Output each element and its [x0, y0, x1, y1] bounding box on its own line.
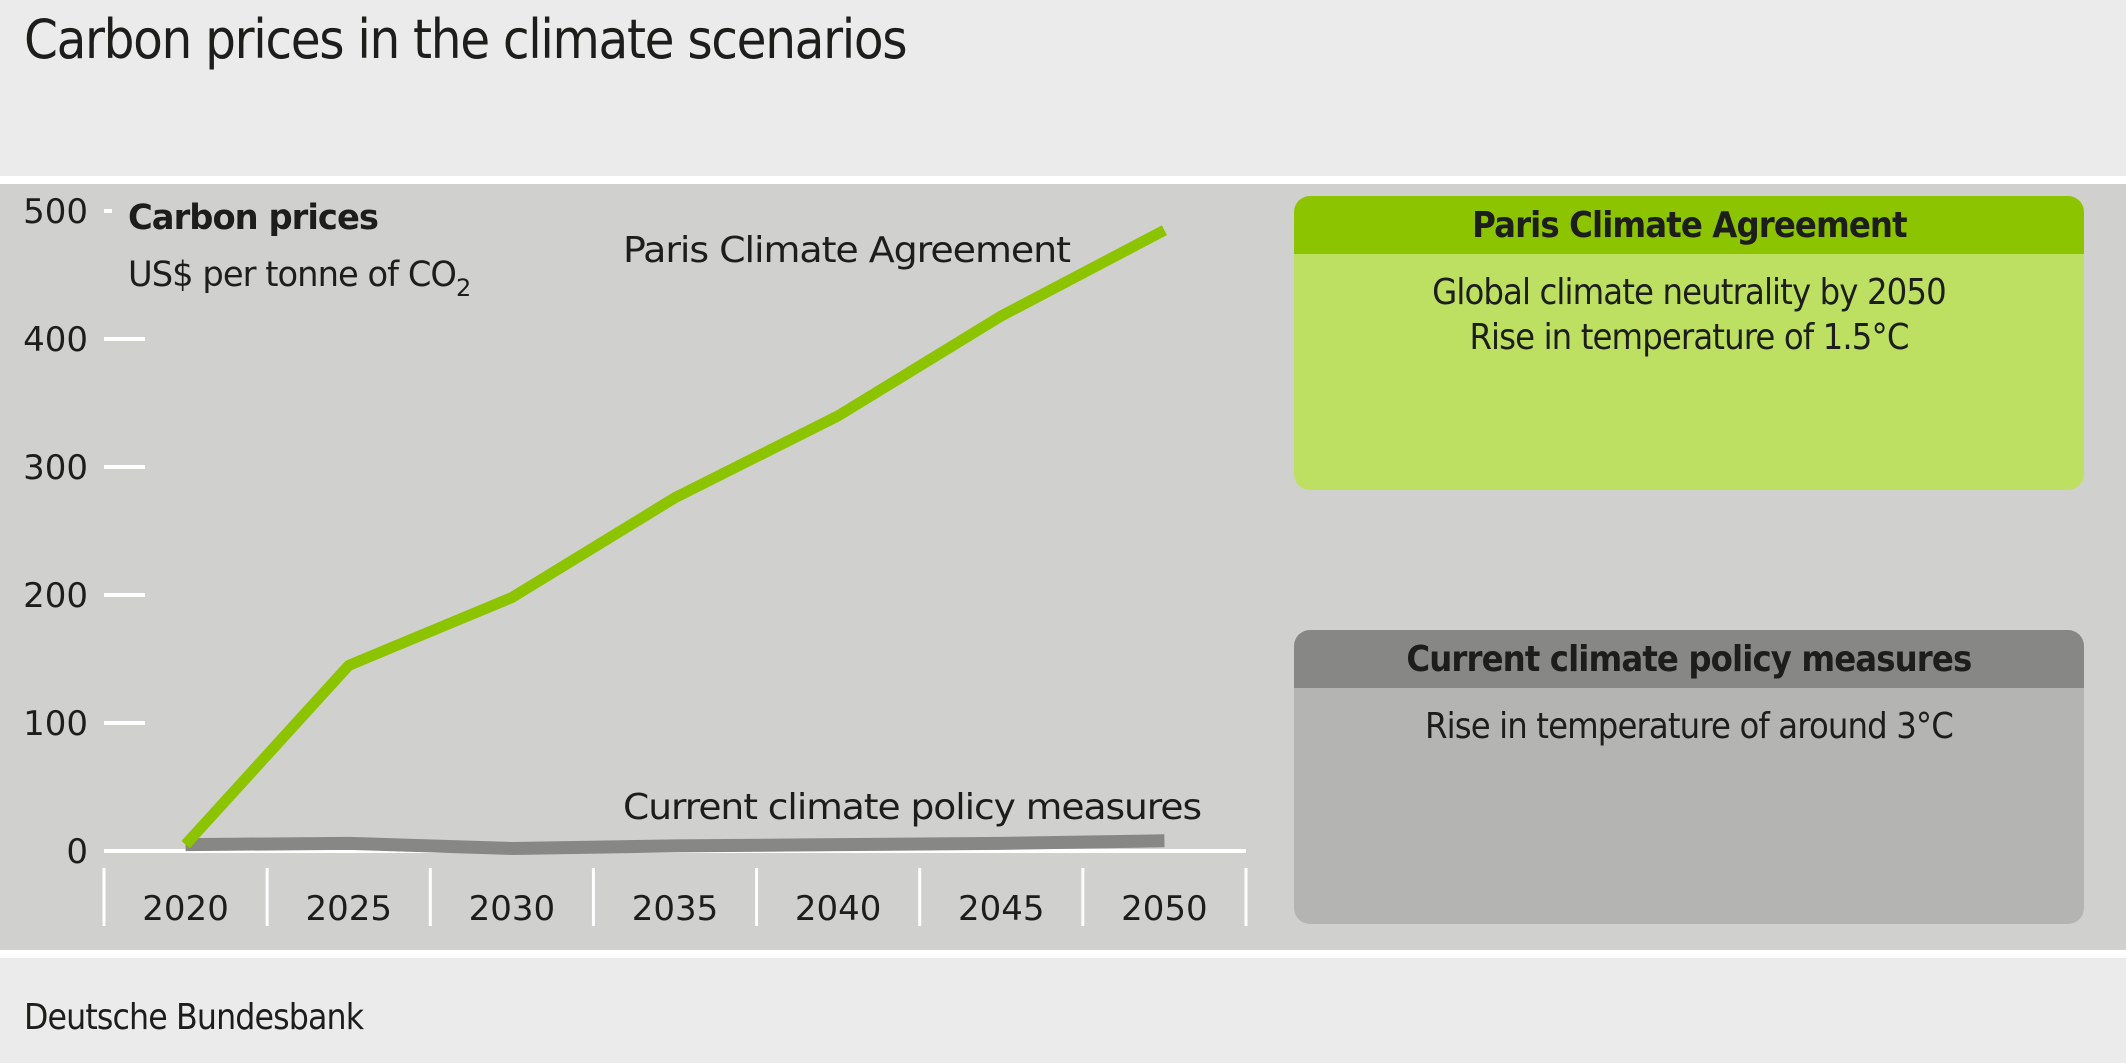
current-policy-line [185, 834, 1165, 855]
y-axis-unit: US$ per tonne of CO2 [128, 255, 470, 302]
chart-labels: Carbon prices US$ per tonne of CO2 Paris… [128, 198, 1202, 828]
paris-box-line-2: Rise in temperature of 1.5°C [1469, 317, 1909, 358]
source-label: Deutsche Bundesbank [24, 997, 364, 1038]
paris-box-line-1: Global climate neutrality by 2050 [1432, 272, 1947, 313]
y-tick-label: 300 [23, 448, 88, 488]
x-tick-label: 2035 [632, 889, 719, 929]
y-axis: 0 100 200 300 400 500 [23, 192, 145, 872]
x-axis: 2020 2025 2030 2035 2040 2045 2050 [102, 849, 1248, 929]
x-tick-label: 2020 [142, 889, 229, 929]
paris-box-body: Global climate neutrality by 2050 Rise i… [1294, 254, 2084, 490]
current-policy-box: Current climate policy measures Rise in … [1294, 630, 2084, 924]
x-tick-label: 2045 [958, 889, 1045, 929]
paris-box-header: Paris Climate Agreement [1294, 196, 2084, 254]
current-box-header: Current climate policy measures [1294, 630, 2084, 688]
y-tick-label: 500 [23, 192, 88, 232]
paris-line-label: Paris Climate Agreement [623, 230, 1071, 271]
y-axis-title: Carbon prices [128, 198, 378, 238]
y-tick-label: 200 [23, 576, 88, 616]
current-box-body: Rise in temperature of around 3°C [1294, 688, 2084, 924]
y-tick-label: 0 [66, 832, 88, 872]
x-tick-label: 2025 [305, 889, 392, 929]
current-box-line-1: Rise in temperature of around 3°C [1425, 706, 1954, 747]
y-tick-label: 100 [23, 704, 88, 744]
paris-scenario-box: Paris Climate Agreement Global climate n… [1294, 196, 2084, 490]
x-tick-label: 2030 [469, 889, 556, 929]
x-tick-label: 2050 [1121, 889, 1208, 929]
current-box-title: Current climate policy measures [1406, 638, 1973, 680]
x-tick-label: 2040 [795, 889, 882, 929]
chart-title: Carbon prices in the climate scenarios [24, 8, 908, 71]
paris-box-title: Paris Climate Agreement [1471, 204, 1907, 246]
chart-series [181, 225, 1167, 855]
chart-panel: 0 100 200 300 400 500 2020 2025 2030 2035 2040 204… [0, 176, 2126, 958]
line-chart: 0 100 200 300 400 500 2020 2025 2030 2035 2040 204… [23, 192, 1248, 929]
y-tick-label: 400 [23, 320, 88, 360]
current-line-label: Current climate policy measures [623, 787, 1201, 828]
paris-agreement-line [181, 225, 1167, 849]
